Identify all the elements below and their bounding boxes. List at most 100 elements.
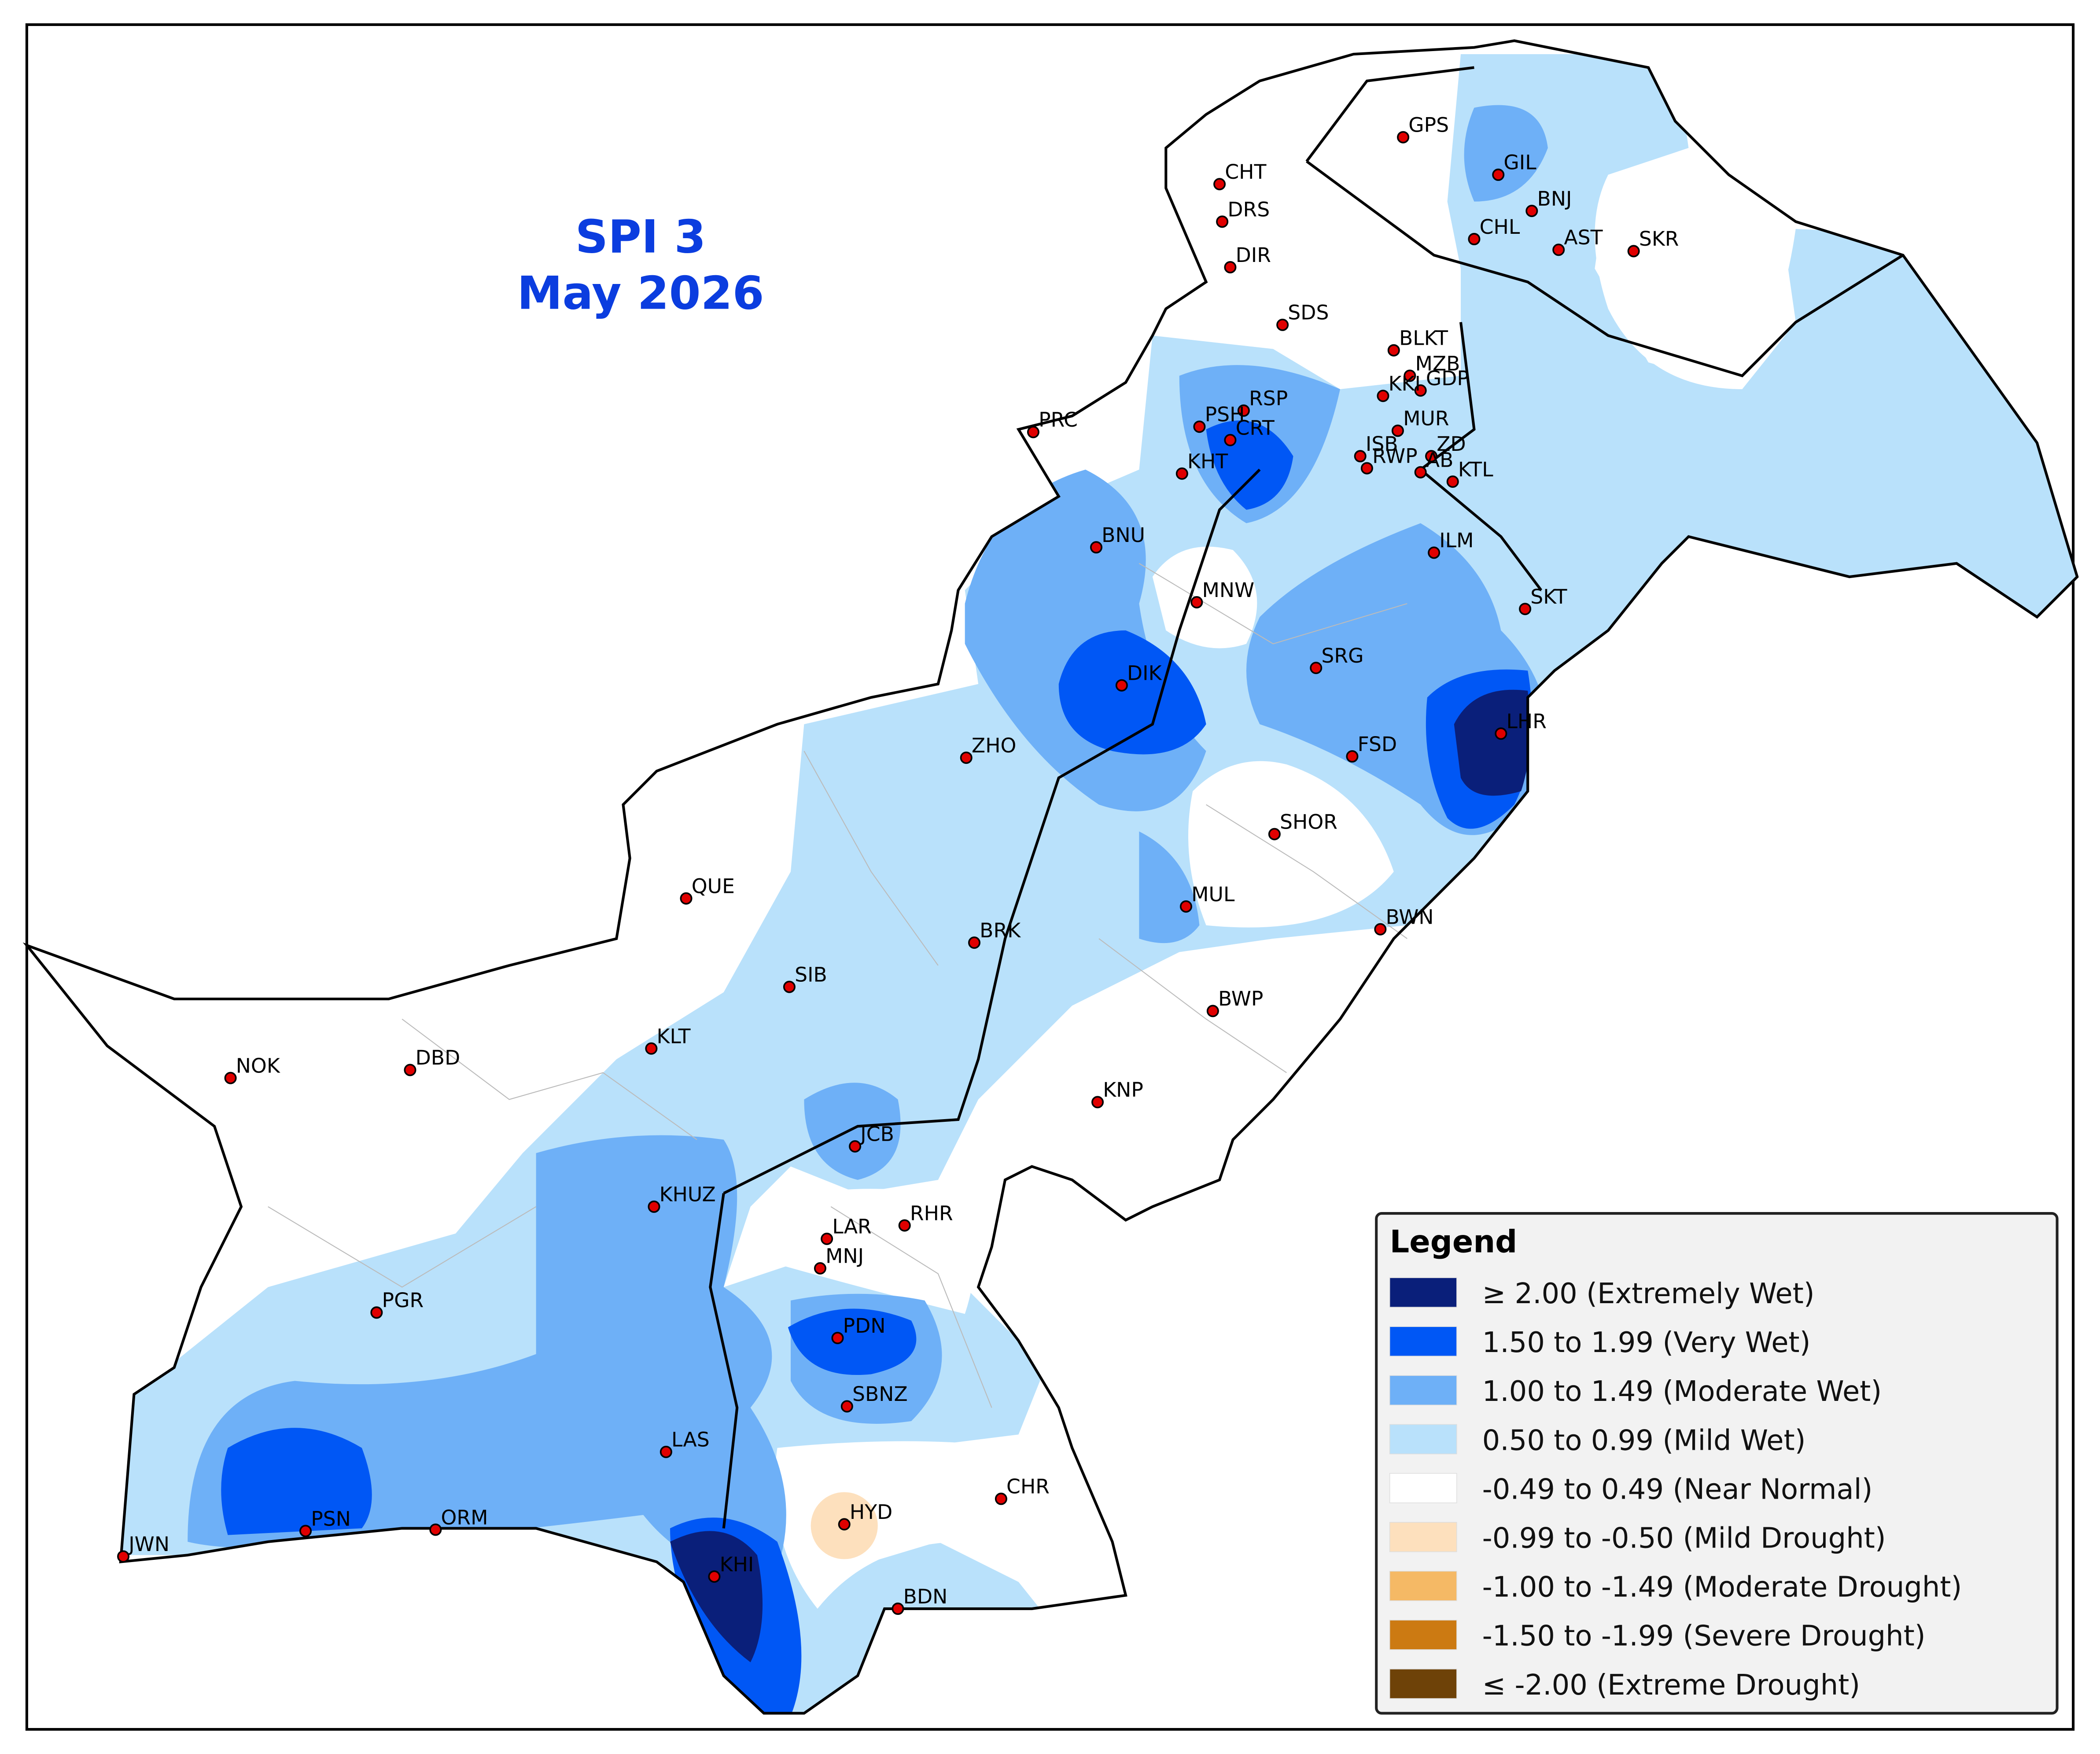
station-dot bbox=[370, 1306, 383, 1319]
station-label: CHT bbox=[1225, 160, 1267, 184]
station-label: HYD bbox=[850, 1500, 892, 1524]
station-label: MNJ bbox=[825, 1245, 864, 1268]
district-lines bbox=[268, 563, 1407, 1408]
station-label: RWP bbox=[1372, 444, 1418, 468]
station-dot bbox=[1627, 245, 1640, 258]
station-dot bbox=[1276, 318, 1289, 331]
station-dot bbox=[648, 1200, 660, 1213]
station-dot bbox=[1310, 662, 1323, 674]
station-label: MNW bbox=[1202, 579, 1254, 602]
station-dot bbox=[1360, 462, 1373, 475]
station-label: JCB bbox=[859, 1123, 894, 1146]
station-label: KHI bbox=[720, 1553, 754, 1576]
station-label: BLKT bbox=[1399, 327, 1448, 350]
station-dot bbox=[1115, 679, 1128, 692]
legend-label: -0.49 to 0.49 (Near Normal) bbox=[1482, 1473, 1873, 1506]
station-dot bbox=[1468, 233, 1481, 246]
station-label: SIB bbox=[795, 963, 827, 986]
station-label: PGR bbox=[382, 1289, 424, 1312]
extremely-wet bbox=[670, 689, 1530, 1662]
station-label: GPS bbox=[1408, 114, 1449, 137]
station-dot bbox=[898, 1219, 911, 1232]
station-label: KNP bbox=[1103, 1078, 1143, 1102]
station-dot bbox=[1268, 828, 1281, 840]
legend-swatch bbox=[1389, 1326, 1457, 1357]
station-label: DIK bbox=[1127, 662, 1162, 685]
station-label: FSD bbox=[1358, 733, 1397, 756]
boundaries bbox=[27, 41, 2077, 1713]
station-dot bbox=[783, 980, 796, 993]
station-label: PSN bbox=[311, 1507, 351, 1530]
station-label: PDN bbox=[843, 1314, 886, 1338]
legend-label: 1.50 to 1.99 (Very Wet) bbox=[1482, 1327, 1811, 1359]
station-label: RSP bbox=[1249, 387, 1288, 410]
station-dot bbox=[1377, 390, 1389, 402]
station-label: QUE bbox=[692, 875, 735, 898]
station-dot bbox=[680, 892, 693, 905]
station-dot bbox=[1374, 923, 1387, 936]
station-label: KTL bbox=[1458, 458, 1493, 481]
station-label: BNJ bbox=[1537, 187, 1572, 210]
frame bbox=[25, 23, 2075, 1731]
stations: GPS GIL CHT DRS BNJ CHL AST SKR DIR SDS BLKTMZBGDP… bbox=[117, 114, 1679, 1615]
station-label: SDS bbox=[1288, 301, 1329, 324]
station-dot bbox=[1190, 596, 1203, 608]
legend-swatch bbox=[1389, 1473, 1457, 1503]
station-dot bbox=[1519, 603, 1532, 615]
station-label: GDP bbox=[1426, 367, 1469, 390]
station-label: BNU bbox=[1102, 523, 1145, 547]
station-dot bbox=[1428, 546, 1441, 559]
legend-box bbox=[1375, 1212, 2059, 1715]
station-dot bbox=[831, 1332, 844, 1345]
legend-swatch bbox=[1389, 1424, 1457, 1455]
station-dot bbox=[849, 1140, 862, 1153]
legend-swatch bbox=[1389, 1522, 1457, 1552]
station-dot bbox=[708, 1570, 721, 1583]
station-dot bbox=[1414, 384, 1427, 397]
station-dot bbox=[1492, 168, 1505, 181]
station-label: CHL bbox=[1480, 215, 1520, 239]
station-dot bbox=[814, 1262, 826, 1275]
station-label: ILM bbox=[1439, 529, 1474, 552]
legend-label: 1.00 to 1.49 (Moderate Wet) bbox=[1482, 1375, 1882, 1408]
station-label: ISB bbox=[1366, 432, 1398, 456]
station-label: KKI bbox=[1389, 372, 1421, 395]
station-label: ZD bbox=[1437, 432, 1466, 456]
station-dot bbox=[1391, 424, 1404, 437]
station-dot bbox=[1346, 750, 1359, 763]
station-label: LAR bbox=[832, 1215, 871, 1238]
station-dot bbox=[117, 1550, 130, 1563]
station-label: RHR bbox=[910, 1201, 953, 1225]
station-label: ZHO bbox=[972, 734, 1017, 757]
station-dot bbox=[968, 936, 981, 949]
station-dot bbox=[1213, 178, 1226, 191]
station-label: CHR bbox=[1006, 1475, 1050, 1498]
station-dot bbox=[1404, 369, 1416, 382]
station-label: BRK bbox=[980, 919, 1021, 942]
station-dot bbox=[1397, 131, 1410, 144]
station-label: LHR bbox=[1506, 710, 1547, 733]
station-label: AB bbox=[1426, 449, 1454, 472]
station-dot bbox=[404, 1064, 416, 1076]
station-dot bbox=[645, 1042, 658, 1055]
legend-label: -1.50 to -1.99 (Severe Drought) bbox=[1482, 1620, 1926, 1653]
legend-swatch bbox=[1389, 1375, 1457, 1406]
station-label: MUR bbox=[1403, 407, 1449, 430]
title-line: May 2026 bbox=[517, 267, 764, 320]
moderate-wet bbox=[188, 105, 1549, 1571]
station-label: KHT bbox=[1187, 450, 1228, 473]
legend-label: -0.99 to -0.50 (Mild Drought) bbox=[1482, 1522, 1886, 1555]
station-dot bbox=[1224, 434, 1237, 446]
station-label: SKT bbox=[1530, 585, 1567, 608]
station-label: DIR bbox=[1236, 243, 1271, 267]
station-label: BWP bbox=[1218, 987, 1263, 1010]
station-label: NOK bbox=[236, 1054, 280, 1077]
station-dot bbox=[1525, 205, 1538, 217]
legend: Legend ≥ 2.00 (Extremely Wet) 1.50 to 1.9… bbox=[1375, 1212, 2059, 1715]
station-label: DRS bbox=[1227, 198, 1270, 221]
station-label: ORM bbox=[441, 1506, 488, 1529]
station-dot bbox=[1091, 1096, 1104, 1109]
station-dot bbox=[1175, 467, 1188, 480]
